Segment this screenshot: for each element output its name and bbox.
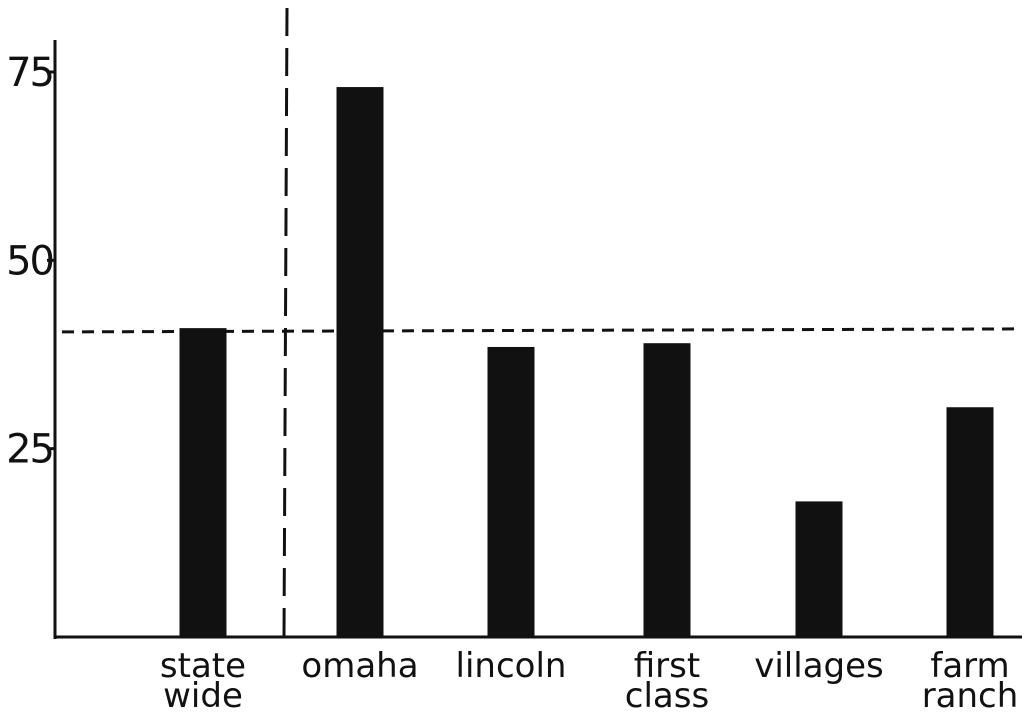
reference-line [61,327,1023,334]
separator-line [282,7,289,638]
y-tick-label: 75 [6,50,53,96]
category-label: ranch [922,676,1019,716]
y-tick-label: 50 [6,238,53,284]
category-label: wide [163,676,243,716]
category-label: farm [930,646,1009,686]
bar [946,407,994,637]
bar [643,343,691,637]
bar [336,87,384,638]
category-label: villages [754,646,884,686]
category-label: class [625,676,709,716]
bar [795,501,843,637]
bars [179,87,994,638]
category-label: first [634,646,700,686]
bar [179,328,227,637]
lines [61,7,1023,638]
y-tick-label: 25 [6,427,53,473]
category-label: lincoln [456,646,567,686]
category-label: state [160,646,246,686]
bar [487,346,535,637]
category-label: omaha [301,646,418,686]
